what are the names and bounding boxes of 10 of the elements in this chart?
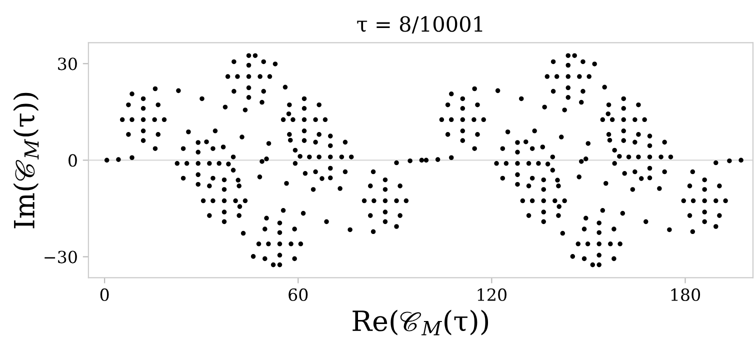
- x-tick-label: 180: [671, 288, 700, 301]
- y-tick-label: 30: [58, 58, 77, 70]
- x-tick-label: 60: [288, 288, 308, 301]
- y-axis-title: Im(𝒞$_{M}$(τ)): [13, 92, 39, 228]
- y-tick-label: −30: [44, 250, 77, 264]
- x-tick-label: 0: [100, 288, 109, 301]
- chart-title: τ = 8/10001: [357, 16, 482, 34]
- y-tick-label: 0: [68, 154, 77, 167]
- x-axis-title: Re(𝒞$_{M}$(τ)): [352, 310, 488, 336]
- x-tick-label: 120: [478, 288, 506, 301]
